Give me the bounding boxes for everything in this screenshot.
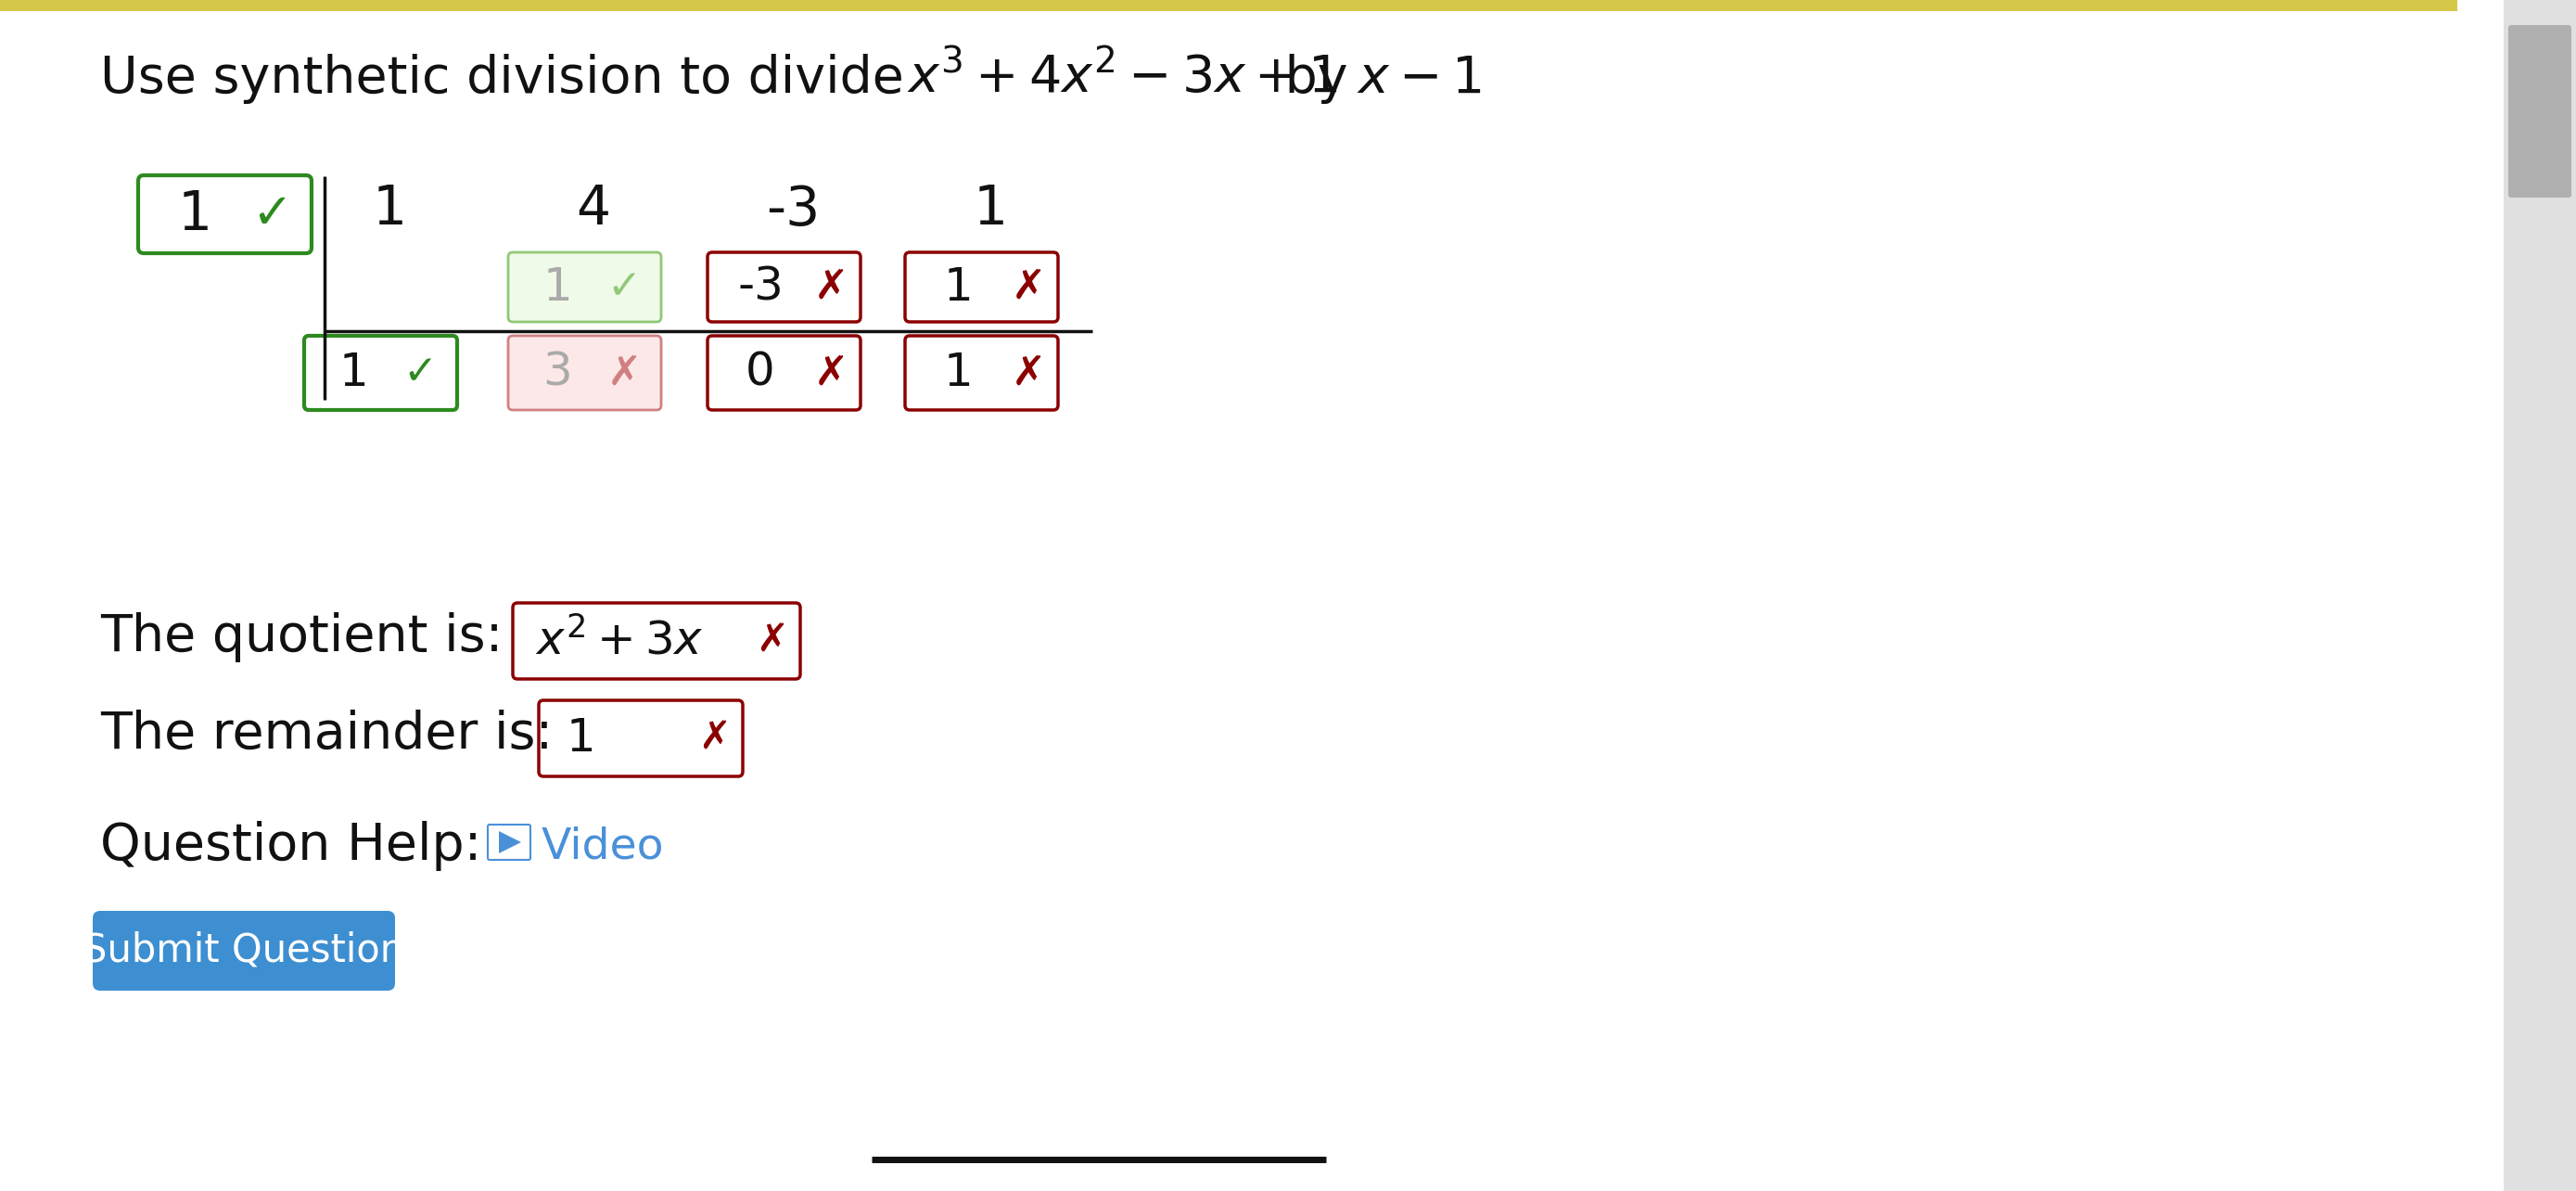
FancyBboxPatch shape	[507, 252, 662, 322]
Text: Video: Video	[541, 825, 665, 867]
Polygon shape	[500, 831, 520, 854]
FancyBboxPatch shape	[538, 700, 742, 777]
Text: ✓: ✓	[252, 191, 291, 238]
Text: 1: 1	[337, 350, 368, 395]
Text: 1: 1	[544, 264, 572, 310]
FancyBboxPatch shape	[2509, 25, 2571, 198]
Text: ✗: ✗	[814, 267, 848, 307]
Text: $x^2 + 3x$: $x^2 + 3x$	[536, 618, 703, 663]
Bar	[2504, 0, 2576, 1191]
Text: $x - 1$: $x - 1$	[1358, 54, 1481, 104]
Text: 1: 1	[178, 188, 211, 241]
Text: -3: -3	[737, 264, 783, 310]
FancyBboxPatch shape	[708, 336, 860, 410]
Text: 3: 3	[544, 350, 572, 395]
Text: 1: 1	[974, 183, 1007, 236]
FancyBboxPatch shape	[708, 252, 860, 322]
Text: The quotient is:: The quotient is:	[100, 612, 520, 662]
Text: 1: 1	[943, 350, 974, 395]
Text: by: by	[1267, 54, 1365, 104]
FancyBboxPatch shape	[904, 336, 1059, 410]
Text: ✗: ✗	[1012, 267, 1046, 307]
FancyBboxPatch shape	[507, 336, 662, 410]
Text: 4: 4	[577, 183, 611, 236]
FancyBboxPatch shape	[513, 603, 801, 679]
Text: ✗: ✗	[608, 353, 641, 393]
Text: Submit Question: Submit Question	[82, 931, 404, 971]
Text: 1: 1	[943, 264, 974, 310]
Text: 1: 1	[374, 183, 407, 236]
FancyBboxPatch shape	[487, 824, 531, 860]
Text: ✗: ✗	[814, 353, 848, 393]
Text: ✗: ✗	[698, 719, 732, 757]
FancyBboxPatch shape	[304, 336, 456, 410]
Text: Question Help:: Question Help:	[100, 821, 515, 871]
Text: ✓: ✓	[608, 267, 641, 307]
Text: Use synthetic division to divide: Use synthetic division to divide	[100, 54, 920, 104]
FancyBboxPatch shape	[139, 175, 312, 254]
Text: ✓: ✓	[402, 353, 438, 393]
Text: -3: -3	[765, 183, 819, 236]
Text: 0: 0	[744, 350, 775, 395]
Text: $x^3 + 4x^2 - 3x + 1$: $x^3 + 4x^2 - 3x + 1$	[907, 51, 1337, 104]
Text: 1: 1	[567, 716, 595, 761]
Text: ✗: ✗	[1012, 353, 1046, 393]
FancyBboxPatch shape	[93, 911, 394, 991]
Text: The remainder is:: The remainder is:	[100, 710, 569, 760]
Text: ✗: ✗	[757, 622, 788, 661]
FancyBboxPatch shape	[904, 252, 1059, 322]
Bar	[0, 0, 2458, 11]
